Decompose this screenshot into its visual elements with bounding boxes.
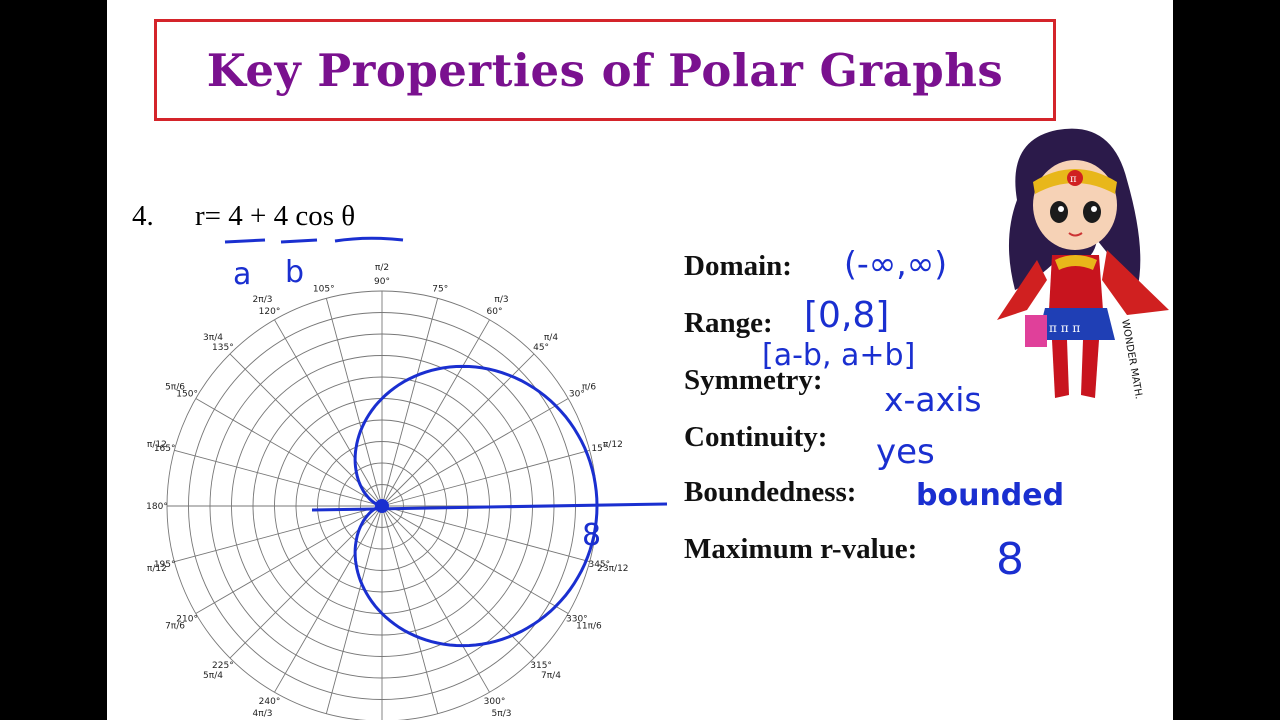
tick-radian: π/6 (582, 383, 596, 393)
answer-symmetry: x-axis (884, 380, 982, 419)
tick-radian: 11π/6 (576, 622, 602, 632)
tick-degree: 195° (154, 560, 176, 570)
grid-spoke (274, 505, 383, 693)
tick-radian: 11π/12 (147, 440, 167, 450)
prop-domain-label: Domain: (684, 250, 792, 282)
answer-domain: (-∞,∞) (844, 244, 948, 283)
problem-equation: r= 4 + 4 cos θ (195, 200, 356, 232)
tick-degree: 105° (313, 285, 335, 295)
grid-spoke (174, 449, 383, 507)
tick-radian: 5π/3 (492, 709, 512, 719)
tick-radian: π/2 (375, 263, 389, 273)
wonder-math-mascot: π π π π WONDER MATH. (997, 128, 1169, 400)
label-a: a (233, 257, 251, 292)
problem-number: 4. (132, 200, 154, 232)
grid-spoke (381, 505, 535, 659)
grid-spoke (381, 505, 590, 563)
grid-spoke (381, 449, 590, 507)
tick-degree: 330° (566, 615, 588, 625)
grid-spoke (195, 398, 383, 507)
tick-degree: 315° (530, 661, 552, 671)
tick-degree: 150° (176, 390, 198, 400)
grid-spoke (229, 505, 383, 659)
polar-axis-line (311, 502, 668, 512)
tick-radian: 7π/4 (541, 671, 561, 681)
grid-spoke (325, 298, 383, 507)
tick-degree: 75° (432, 285, 448, 295)
tick-radian: 23π/12 (597, 564, 628, 574)
grid-spoke (195, 505, 383, 614)
pole-point (375, 499, 389, 513)
tick-radian: 7π/6 (165, 622, 185, 632)
prop-range-label: Range: (684, 307, 773, 339)
tick-degree: 120° (259, 307, 281, 317)
tick-radian: 2π/3 (253, 295, 273, 305)
tick-radian: 5π/4 (203, 671, 223, 681)
tick-degree: 15° (591, 444, 607, 454)
tick-degree: 135° (212, 343, 234, 353)
tick-degree: 300° (484, 697, 506, 707)
tick-degree: 210° (176, 615, 198, 625)
polar-tick-labels: 90° 105° 120° 135° 150° 165° 180° 195° 210° 225° 2… (147, 263, 629, 720)
prop-symmetry-label: Symmetry: (684, 364, 823, 396)
tick-radian: π/12 (603, 440, 623, 450)
tick-radian: π/4 (544, 333, 558, 343)
svg-text:π: π (1070, 174, 1077, 185)
grid-spoke (229, 353, 383, 507)
answer-boundedness: bounded (916, 478, 1065, 513)
tick-radian: 13π/12 (147, 564, 167, 574)
tick-radian: 4π/3 (253, 709, 273, 719)
tick-degree: 345° (588, 560, 610, 570)
tick-degree: 60° (487, 307, 503, 317)
grid-spoke (381, 505, 439, 714)
equation-annotations: a b (224, 236, 404, 292)
tick-degree: 45° (533, 343, 549, 353)
answer-range-note: [a-b, a+b] (762, 338, 916, 373)
answer-max-r: 8 (996, 534, 1024, 585)
tick-degree: 240° (259, 697, 281, 707)
prop-boundedness-label: Boundedness: (684, 476, 857, 508)
polar-graph: 90° 105° 120° 135° 150° 165° 180° 195° 210° 225° 2… (147, 263, 668, 720)
tick-degree: 225° (212, 661, 234, 671)
answer-range: [0,8] (804, 295, 890, 336)
tick-radian: π/3 (494, 295, 508, 305)
prop-continuity-label: Continuity: (684, 421, 828, 453)
grid-spoke (325, 505, 383, 714)
tick-degree: 180° (147, 502, 168, 512)
mascot-caption: WONDER MATH. (1119, 319, 1144, 400)
grid-spoke (381, 298, 439, 507)
grid-spoke (274, 319, 383, 507)
grid-spoke (381, 398, 569, 507)
grid-spoke (381, 505, 490, 693)
prop-max-r-label: Maximum r-value: (684, 533, 918, 565)
tick-radian: 3π/4 (203, 333, 223, 343)
grid-spoke (381, 319, 490, 507)
svg-text:π π π: π π π (1049, 321, 1080, 335)
grid-spoke (174, 505, 383, 563)
title-box: Key Properties of Polar Graphs (154, 19, 1056, 121)
tick-degree: 165° (154, 444, 176, 454)
tick-radian: 5π/6 (165, 383, 185, 393)
problem-statement: 4. r= 4 + 4 cos θ (132, 200, 355, 233)
answer-continuity: yes (876, 432, 935, 472)
tick-degree: 30° (569, 390, 585, 400)
grid-spoke (381, 505, 569, 614)
page-title: Key Properties of Polar Graphs (206, 43, 1004, 97)
grid-spoke (381, 353, 535, 507)
tick-degree: 90° (374, 277, 390, 287)
label-b: b (285, 255, 304, 290)
graph-annotation: 8 (582, 518, 601, 553)
slide-page: Key Properties of Polar Graphs 4. r= 4 + … (107, 0, 1173, 720)
